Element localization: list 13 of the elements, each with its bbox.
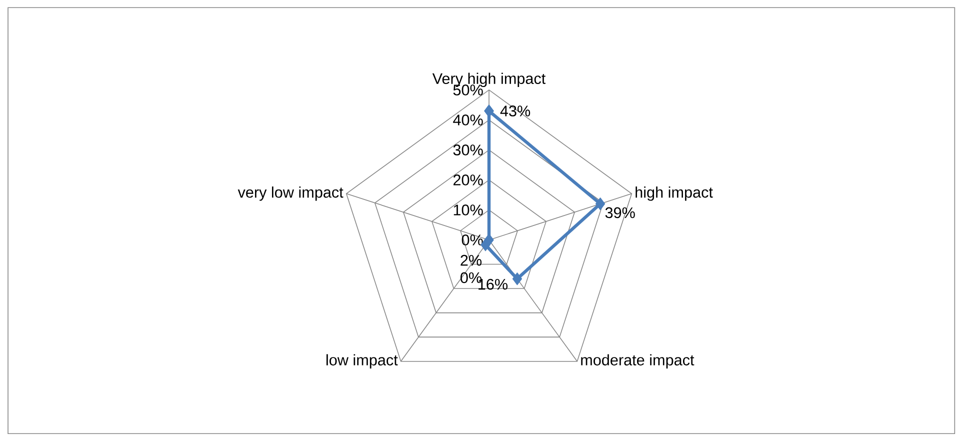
y-tick-label: 30% bbox=[453, 144, 483, 156]
spoke-label: very low impact bbox=[238, 186, 344, 201]
data-label: 39% bbox=[605, 207, 635, 218]
y-tick-label: 40% bbox=[453, 114, 483, 126]
y-tick-label: 0% bbox=[462, 234, 483, 246]
y-tick-label: 20% bbox=[453, 174, 483, 186]
data-label: 43% bbox=[500, 106, 530, 116]
data-label: 2% bbox=[460, 254, 482, 266]
y-tick-label: 10% bbox=[454, 204, 483, 216]
y-tick-label: 50% bbox=[453, 84, 483, 96]
spoke-label: low impact bbox=[326, 354, 398, 368]
spoke-label: moderate impact bbox=[581, 354, 694, 368]
spoke-label: high impact bbox=[636, 186, 713, 201]
